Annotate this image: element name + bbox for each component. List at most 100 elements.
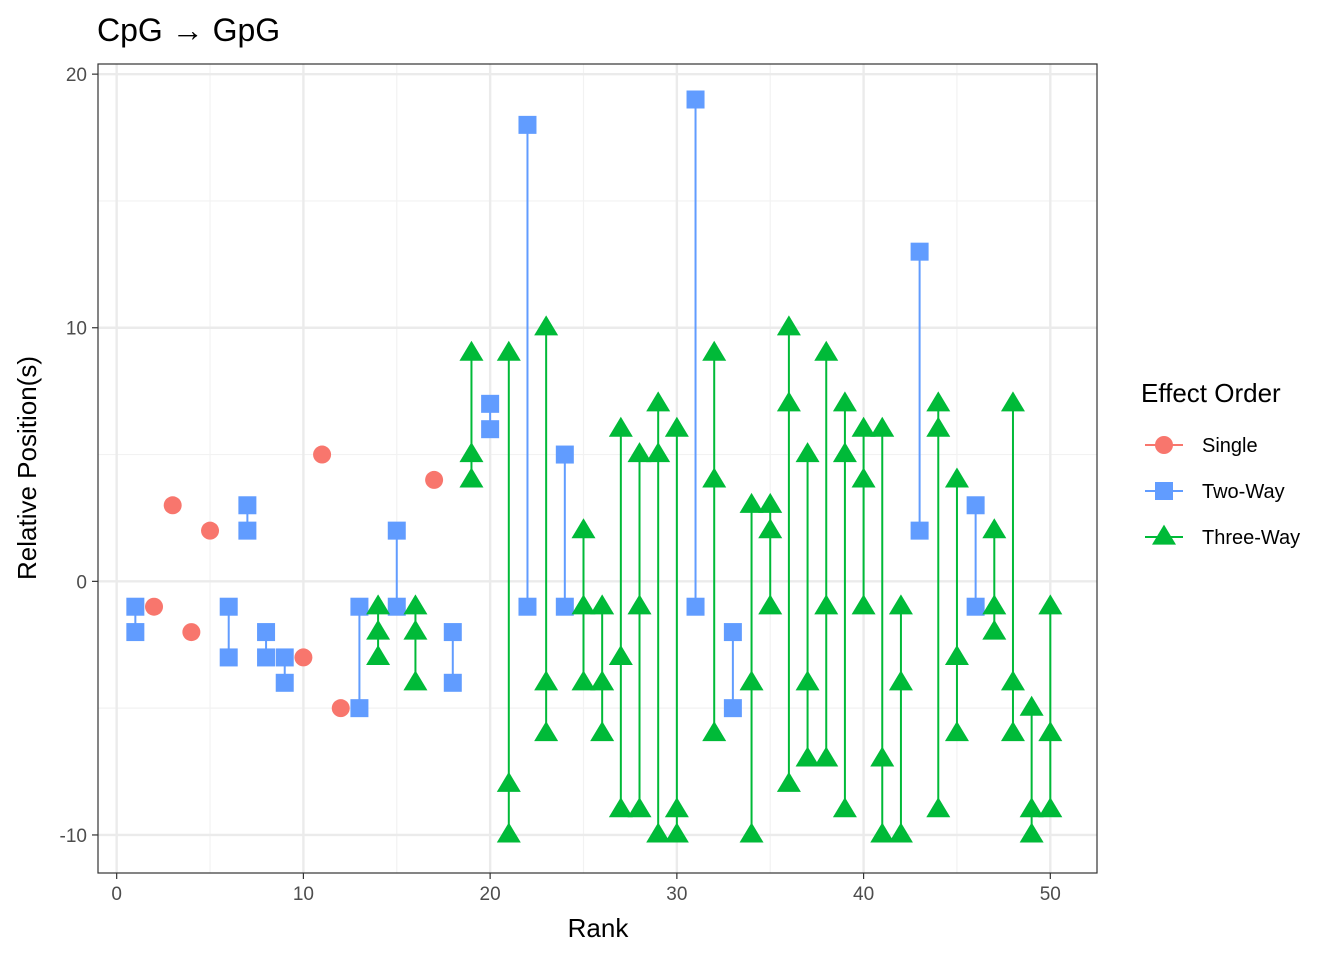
- y-axis-title: Relative Position(s): [12, 356, 42, 580]
- data-point: [851, 416, 876, 437]
- data-point: [481, 394, 500, 413]
- data-point: [910, 242, 929, 261]
- data-point: [851, 594, 876, 615]
- data-point: [910, 521, 929, 540]
- data-point: [686, 90, 705, 109]
- data-point: [832, 797, 857, 818]
- data-point: [590, 721, 615, 742]
- data-point: [664, 416, 689, 437]
- data-point: [555, 597, 574, 616]
- data-point: [459, 467, 484, 488]
- data-point: [238, 496, 257, 515]
- data-point: [481, 420, 500, 439]
- data-point: [331, 699, 350, 718]
- data-point: [627, 594, 652, 615]
- data-point: [982, 594, 1007, 615]
- data-point: [723, 623, 742, 642]
- data-point: [739, 492, 764, 513]
- data-point: [832, 391, 857, 412]
- data-point: [275, 673, 294, 692]
- data-point: [534, 670, 559, 691]
- data-point: [387, 521, 406, 540]
- series-layer: [126, 90, 1063, 843]
- data-point: [814, 594, 839, 615]
- legend-label: Two-Way: [1202, 481, 1285, 503]
- x-tick-label: 50: [1040, 884, 1061, 905]
- data-point: [366, 619, 391, 640]
- data-point: [739, 822, 764, 843]
- legend-label: Three-Way: [1202, 527, 1300, 549]
- data-point: [126, 597, 145, 616]
- data-point: [496, 822, 521, 843]
- data-point: [366, 645, 391, 666]
- legend-key-marker: [1152, 524, 1176, 545]
- data-point: [1038, 594, 1063, 615]
- data-point: [257, 648, 276, 667]
- data-point: [425, 470, 444, 489]
- data-point: [1038, 721, 1063, 742]
- x-axis: 0 10 20 30 40 50: [111, 873, 1061, 905]
- data-point: [888, 670, 913, 691]
- data-point: [758, 518, 783, 539]
- legend-key-marker: [1155, 436, 1173, 454]
- data-point: [702, 467, 727, 488]
- data-point: [201, 521, 220, 540]
- data-point: [163, 496, 182, 515]
- data-point: [944, 721, 969, 742]
- data-point: [870, 416, 895, 437]
- data-point: [758, 492, 783, 513]
- data-point: [795, 442, 820, 463]
- data-point: [814, 746, 839, 767]
- data-point: [814, 340, 839, 361]
- data-point: [496, 771, 521, 792]
- data-point: [294, 648, 313, 667]
- data-point: [926, 797, 951, 818]
- legend-label: Single: [1202, 435, 1258, 457]
- series-three-way: [366, 315, 1063, 843]
- data-point: [403, 594, 428, 615]
- data-point: [534, 315, 559, 336]
- data-point: [944, 645, 969, 666]
- data-point: [403, 619, 428, 640]
- data-point: [534, 721, 559, 742]
- data-point: [888, 594, 913, 615]
- data-point: [555, 445, 574, 464]
- data-point: [646, 442, 671, 463]
- data-point: [350, 597, 369, 616]
- data-point: [571, 594, 596, 615]
- data-point: [926, 416, 951, 437]
- legend-key-marker: [1155, 482, 1173, 500]
- y-axis: -10 0 10 20: [60, 65, 98, 847]
- y-tick-label: -10: [60, 826, 87, 847]
- data-point: [366, 594, 391, 615]
- chart-title: CpG → GpG: [97, 12, 280, 48]
- legend-title: Effect Order: [1141, 378, 1281, 408]
- data-point: [182, 623, 201, 642]
- data-point: [350, 699, 369, 718]
- data-point: [459, 340, 484, 361]
- data-point: [888, 822, 913, 843]
- series-two-way: [126, 90, 985, 718]
- data-point: [758, 594, 783, 615]
- data-point: [723, 699, 742, 718]
- data-point: [126, 623, 145, 642]
- data-point: [870, 822, 895, 843]
- data-point: [646, 391, 671, 412]
- data-point: [776, 391, 801, 412]
- plot-background: [98, 64, 1097, 873]
- data-point: [832, 442, 857, 463]
- data-point: [982, 518, 1007, 539]
- y-tick-label: 0: [76, 572, 87, 593]
- data-point: [1000, 391, 1025, 412]
- data-point: [590, 594, 615, 615]
- data-point: [219, 597, 238, 616]
- data-point: [686, 597, 705, 616]
- data-point: [518, 597, 537, 616]
- data-point: [590, 670, 615, 691]
- x-tick-label: 40: [853, 884, 874, 905]
- data-point: [1038, 797, 1063, 818]
- data-point: [627, 442, 652, 463]
- data-point: [1019, 797, 1044, 818]
- plot-area: [97, 63, 1098, 874]
- data-point: [313, 445, 332, 464]
